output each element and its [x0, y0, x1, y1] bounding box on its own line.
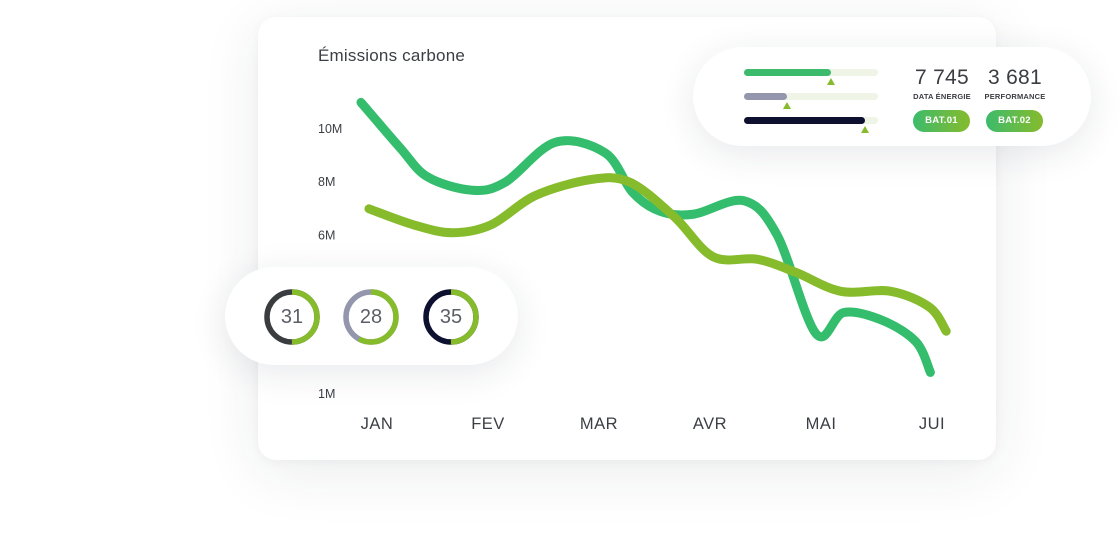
progress-bar-2 [744, 93, 878, 100]
metric-value-performance: 3 681 [987, 66, 1043, 89]
x-axis-ticks: JAN FEV MAR AVR MAI JUI [361, 415, 945, 433]
progress-fill-3 [744, 117, 865, 124]
progress-marker-2 [782, 102, 791, 109]
progress-marker-3 [860, 126, 869, 133]
series-line-green [356, 97, 935, 377]
donut-gauge-2: 28 [342, 288, 400, 346]
x-tick-label-jan: JAN [361, 415, 394, 433]
bat-02-badge[interactable]: BAT.02 [986, 110, 1043, 132]
donut-value-3: 35 [439, 306, 463, 328]
series-line-olive [364, 173, 951, 336]
stats-card: 7 745 DATA ÉNERGIE BAT.01 3 681 PERFORMA… [693, 47, 1091, 146]
progress-fill-1 [744, 69, 832, 76]
y-tick-label: 10M [318, 122, 342, 136]
x-tick-label-avr: AVR [693, 415, 727, 433]
bat-01-badge[interactable]: BAT.01 [913, 110, 970, 132]
donut-value-1: 31 [280, 306, 304, 328]
progress-bar-3 [744, 117, 878, 124]
metric-label-performance: PERFORMANCE [984, 92, 1046, 101]
y-tick-label: 1M [318, 387, 335, 401]
y-tick-label: 8M [318, 175, 335, 189]
donut-card: 31 28 35 [225, 267, 518, 365]
donut-arc-3 [423, 289, 479, 345]
progress-bar-1 [744, 69, 878, 76]
progress-fill-2 [744, 93, 787, 100]
donut-value-2: 28 [359, 306, 383, 328]
metric-label-data-energie: DATA ÉNERGIE [913, 92, 971, 101]
x-tick-label-jui: JUI [919, 415, 945, 433]
y-tick-label: 6M [318, 228, 335, 242]
progress-marker-1 [827, 78, 836, 85]
y-axis-ticks: 10M 8M 6M 1M [318, 122, 342, 401]
x-tick-label-fev: FEV [471, 415, 505, 433]
series-lines [356, 97, 951, 377]
x-tick-label-mai: MAI [806, 415, 837, 433]
donut-arc-2 [343, 289, 399, 345]
donut-gauge-1: 31 [263, 288, 321, 346]
metric-value-data-energie: 7 745 [914, 66, 970, 89]
donut-gauge-3: 35 [422, 288, 480, 346]
donut-arc-1 [264, 289, 320, 345]
chart-title: Émissions carbone [318, 46, 466, 65]
x-tick-label-mar: MAR [580, 415, 618, 433]
